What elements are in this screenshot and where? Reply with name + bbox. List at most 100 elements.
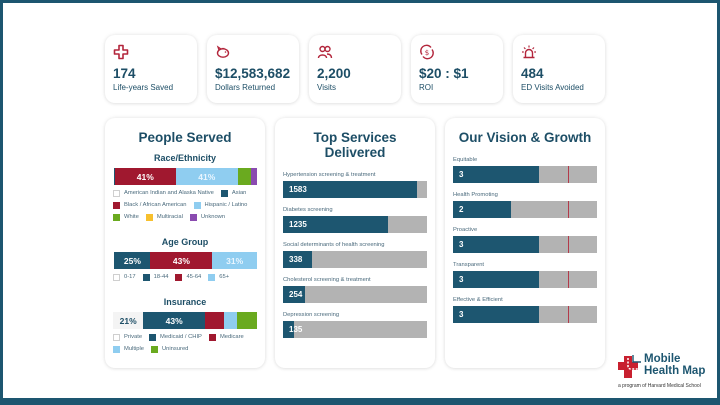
insurance-legend: Private Medicaid / CHIP Medicare Multiple Un… — [113, 333, 257, 357]
bar-label: Effective & Efficient — [453, 297, 503, 303]
kpi-card-ed-visits: 484 ED Visits Avoided — [513, 35, 605, 103]
race-title: Race/Ethnicity — [153, 153, 217, 163]
bar-value: 338 — [289, 255, 303, 264]
kpi-value: $20 : $1 — [419, 66, 469, 81]
bar-row: Depression screening 135 — [283, 312, 427, 338]
legend-label: 65+ — [219, 274, 230, 280]
panel-title: Top Services Delivered — [313, 130, 397, 160]
age-stacked-bar: 25% 43% 31% — [113, 252, 257, 269]
kpi-card-roi: $ $20 : $1 ROI — [411, 35, 503, 103]
siren-icon — [522, 45, 536, 59]
segment-label: 43% — [172, 255, 190, 266]
kpi-value: 484 — [521, 66, 544, 81]
bar-label: Transparent — [453, 262, 485, 268]
stack-segment — [113, 168, 114, 185]
vision-growth-panel: Our Vision & Growth Equitable 3 Health Pro… — [445, 118, 605, 368]
legend-label: Multiracial — [156, 214, 183, 220]
legend-item: 18-44 — [142, 273, 169, 282]
segment-label: 31% — [226, 255, 244, 266]
insurance-stacked-bar: 21% 43% — [113, 312, 257, 329]
segment-label: 41% — [136, 171, 154, 182]
legend-item: Black / African American — [113, 201, 187, 210]
legend-label: Unknown — [200, 214, 226, 220]
bar-value: 2 — [459, 205, 464, 214]
bar-label: Depression screening — [283, 312, 340, 318]
bar-row: Health Promoting 2 — [453, 192, 597, 218]
legend-label: 18-44 — [153, 274, 169, 280]
bar-track: 3 — [453, 166, 597, 183]
legend-swatch — [220, 190, 228, 197]
legend-swatch — [113, 190, 120, 197]
age-legend: 0-17 18-44 45-64 65+ — [113, 273, 257, 285]
legend-swatch — [113, 346, 120, 353]
bar-value: 3 — [459, 275, 464, 284]
bar-fill — [283, 181, 418, 198]
bar-row: Hypertension screening & treatment 1583 — [283, 172, 427, 198]
stack-segment: 43% — [150, 252, 213, 269]
legend-label: Multiple — [124, 346, 144, 352]
logo-line2: Health Map — [644, 365, 706, 377]
stack-segment: 41% — [114, 168, 176, 185]
dollar-cycle-icon: $ — [420, 44, 434, 60]
segment-label: 43% — [165, 315, 183, 326]
legend-swatch — [208, 274, 216, 281]
bar-label: Cholesterol screening & treatment — [283, 277, 371, 283]
segment-label: 41% — [198, 171, 216, 182]
bar-label: Social determinants of health screening — [283, 242, 385, 248]
bar-value: 3 — [459, 240, 464, 249]
race-legend: American Indian and Alaska Native Asian Bl… — [113, 189, 257, 225]
stack-segment — [205, 312, 224, 329]
kpi-label: Visits — [317, 83, 336, 92]
bar-fill — [283, 216, 388, 233]
bar-fill — [283, 321, 295, 338]
stack-segment — [113, 252, 115, 269]
bar-label: Equitable — [453, 157, 478, 163]
segment-label: 21% — [119, 315, 137, 326]
bar-value: 3 — [459, 310, 464, 319]
logo-line1: Mobile — [644, 353, 681, 365]
bar-fill — [453, 166, 540, 183]
legend-swatch — [175, 274, 183, 281]
bar-fill — [453, 236, 540, 253]
bar-value: 3 — [459, 170, 464, 179]
stack-segment: 25% — [114, 252, 151, 269]
legend-label: Uninsured — [161, 346, 189, 352]
stack-segment: 31% — [212, 252, 257, 269]
legend-label: 0-17 — [124, 274, 136, 280]
race-stacked-bar: 41% 41% — [113, 168, 257, 185]
services-list: Hypertension screening & treatment 1583 Di… — [283, 172, 427, 338]
kpi-value: 2,200 — [317, 66, 351, 81]
legend-label: 45-64 — [186, 274, 202, 280]
legend-item: White — [113, 213, 139, 222]
legend-item: Medicare — [208, 333, 244, 342]
bar-row: Equitable 3 — [453, 157, 597, 183]
vision-list: Equitable 3 Health Promoting 2 Proactive 3 Tra… — [453, 157, 597, 323]
bar-track: 1235 — [283, 216, 427, 233]
bar-track: 1583 — [283, 181, 427, 198]
legend-item: Hispanic / Latino — [193, 201, 248, 210]
legend-item: Medicaid / CHIP — [149, 333, 202, 342]
legend-label: American Indian and Alaska Native — [124, 190, 214, 196]
legend-swatch — [145, 214, 153, 221]
legend-item: Uninsured — [150, 345, 189, 354]
legend-item: Multiracial — [145, 213, 183, 222]
legend-swatch — [193, 202, 201, 209]
bar-track: 254 — [283, 286, 427, 303]
target-line — [568, 306, 570, 323]
legend-item: 45-64 — [175, 273, 201, 282]
bar-label: Health Promoting — [453, 192, 498, 198]
bar-track: 135 — [283, 321, 427, 338]
legend-item: 65+ — [208, 273, 229, 282]
legend-label: Black / African American — [124, 202, 187, 208]
legend-swatch — [113, 202, 120, 209]
legend-label: Hispanic / Latino — [204, 202, 248, 208]
legend-swatch — [113, 274, 120, 281]
legend-label: Asian — [231, 190, 247, 196]
bar-value: 1583 — [289, 185, 307, 194]
stack-segment — [223, 312, 237, 329]
kpi-card-visits: 2,200 Visits — [309, 35, 401, 103]
stack-segment: 43% — [143, 312, 206, 329]
kpi-label: Dollars Returned — [215, 83, 276, 92]
kpi-label: ED Visits Avoided — [521, 83, 584, 92]
stack-segment — [251, 168, 257, 185]
